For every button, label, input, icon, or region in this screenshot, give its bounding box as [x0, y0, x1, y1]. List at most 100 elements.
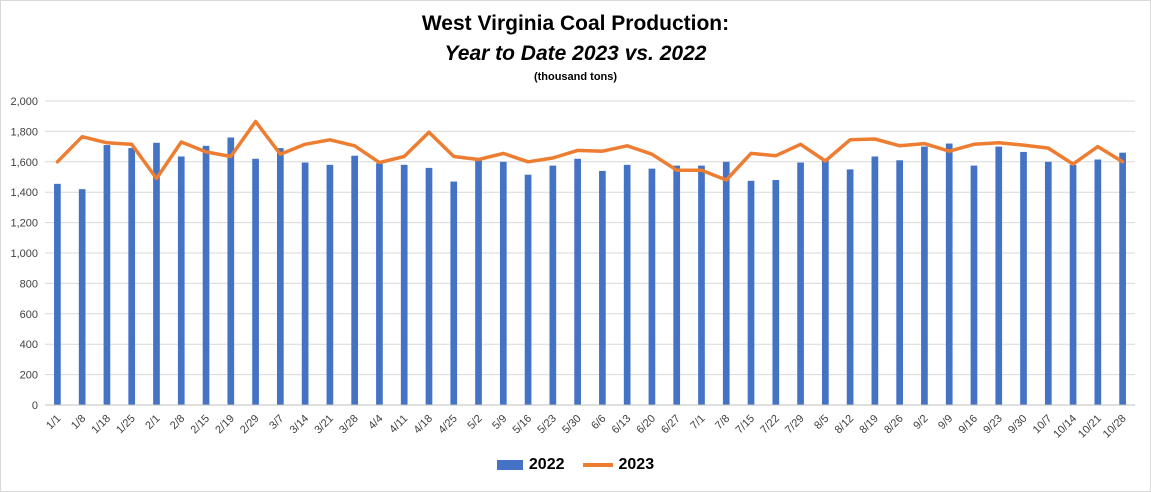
- bar-2022: [673, 165, 681, 405]
- x-tick-label: 5/23: [535, 413, 559, 437]
- y-tick-label: 1,400: [10, 187, 38, 199]
- bar-2022: [400, 164, 408, 405]
- x-tick-label: 3/21: [312, 413, 336, 437]
- y-tick-label: 400: [20, 339, 38, 351]
- bar-2022: [722, 161, 730, 405]
- chart-title: West Virginia Coal Production:: [421, 12, 730, 35]
- x-tick-label: 4/18: [411, 413, 435, 437]
- x-tick-label: 6/13: [610, 413, 634, 437]
- bar-2022: [153, 142, 160, 406]
- y-axis-ticks: 0 200 400 600 800 1,000 1,200 1,400 1,600 1,800 2,…: [10, 96, 38, 412]
- x-tick-label: 7/29: [783, 413, 807, 437]
- x-tick-label: 5/16: [511, 413, 535, 437]
- x-tick-label: 1/8: [69, 413, 88, 432]
- bar-2022: [846, 169, 854, 405]
- x-tick-label: 8/5: [812, 413, 831, 432]
- bar-2022: [499, 161, 507, 405]
- bar-2022: [970, 165, 978, 405]
- bar-2022: [1044, 161, 1052, 405]
- legend-label-2023: 2023: [618, 456, 655, 473]
- series-2023-line-group: [55, 119, 1125, 182]
- bar-2022: [648, 168, 656, 405]
- x-tick-label: 3/28: [337, 413, 361, 437]
- bar-2022: [1020, 151, 1027, 405]
- bar-2022: [475, 160, 482, 405]
- x-tick-label: 8/12: [833, 413, 857, 437]
- x-tick-label: 5/2: [465, 413, 484, 432]
- legend: 2022 2023: [0, 456, 1151, 474]
- legend-swatch-2023: [582, 463, 613, 467]
- x-tick-label: 6/6: [589, 413, 608, 432]
- x-tick-label: 2/15: [189, 413, 213, 437]
- x-tick-label: 7/15: [734, 413, 758, 437]
- x-tick-label: 2/19: [213, 413, 237, 437]
- y-tick-label: 200: [20, 370, 38, 382]
- x-tick-label: 6/20: [634, 413, 658, 437]
- x-tick-label: 4/25: [436, 413, 460, 437]
- x-tick-label: 6/27: [659, 413, 683, 437]
- bar-2022: [54, 183, 61, 405]
- bar-2022: [103, 145, 111, 405]
- bar-2022: [871, 156, 879, 405]
- legend-item-2023: 2023: [582, 456, 655, 474]
- bar-2022: [227, 137, 235, 406]
- bar-2022: [326, 164, 334, 405]
- x-tick-label: 9/2: [911, 413, 930, 432]
- legend-item-2022: 2022: [496, 456, 565, 474]
- x-tick-label: 10/28: [1101, 413, 1129, 441]
- bar-2022: [921, 146, 928, 405]
- chart-plot: 0 200 400 600 800 1,000 1,200 1,400 1,600 1,800 2,…: [10, 96, 1135, 441]
- bar-2022: [425, 167, 433, 405]
- legend-swatch-2022: [496, 460, 523, 470]
- x-tick-label: 5/9: [490, 413, 509, 432]
- bar-2022: [896, 160, 904, 405]
- bar-2022: [574, 158, 581, 405]
- x-tick-label: 9/23: [981, 413, 1005, 437]
- bar-2022: [351, 155, 359, 405]
- bar-2022: [1094, 159, 1102, 405]
- x-tick-label: 7/8: [713, 413, 732, 432]
- bar-2022: [202, 145, 210, 405]
- x-tick-label: 2/1: [143, 413, 162, 432]
- bar-2022: [1119, 152, 1126, 405]
- series-2022-bars: [54, 137, 1126, 406]
- y-tick-label: 1,600: [10, 157, 38, 169]
- bar-2022: [772, 180, 780, 405]
- x-tick-label: 1/25: [114, 413, 138, 437]
- bar-2022: [450, 181, 458, 405]
- bar-2022: [995, 146, 1003, 405]
- bar-2022: [797, 162, 804, 405]
- x-tick-label: 3/14: [288, 413, 312, 437]
- x-tick-label: 2/29: [238, 413, 262, 437]
- y-tick-label: 2,000: [10, 96, 38, 108]
- x-tick-label: 9/16: [956, 413, 980, 437]
- x-tick-label: 8/19: [857, 413, 881, 437]
- x-tick-label: 3/7: [267, 413, 286, 432]
- bar-2022: [549, 165, 557, 405]
- x-tick-label: 10/21: [1076, 413, 1104, 441]
- x-tick-label: 7/22: [758, 413, 782, 437]
- bar-2022: [747, 180, 755, 405]
- bar-2022: [623, 164, 631, 405]
- y-tick-label: 1,200: [10, 218, 38, 230]
- y-tick-label: 1,800: [10, 126, 38, 138]
- bar-2022: [177, 156, 185, 405]
- y-tick-label: 0: [32, 400, 38, 412]
- bar-2022: [945, 143, 953, 405]
- x-tick-label: 9/30: [1006, 413, 1030, 437]
- bar-2022: [78, 189, 86, 405]
- y-tick-label: 600: [20, 309, 38, 321]
- bar-2022: [301, 162, 309, 405]
- x-tick-label: 1/1: [44, 413, 63, 432]
- x-tick-label: 5/30: [560, 413, 584, 437]
- bar-2022: [376, 163, 383, 405]
- x-tick-label: 1/18: [89, 413, 113, 437]
- x-tick-label: 7/1: [688, 413, 707, 432]
- chart-units-note: (thousand tons): [533, 71, 618, 83]
- series-2023-line: [55, 119, 1125, 182]
- x-tick-label: 4/4: [366, 413, 385, 432]
- grid-lines: [45, 100, 1135, 376]
- x-tick-label: 8/26: [882, 413, 906, 437]
- chart-subtitle: Year to Date 2023 vs. 2022: [444, 42, 707, 65]
- bar-2022: [599, 170, 606, 405]
